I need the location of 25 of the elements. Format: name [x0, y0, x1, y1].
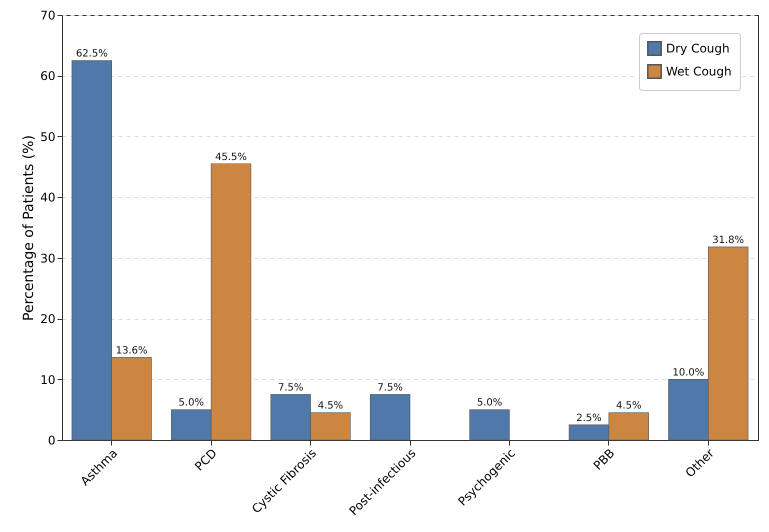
- data-label: 62.5%: [76, 48, 108, 60]
- data-label: 31.8%: [712, 234, 744, 246]
- data-label: 10.0%: [672, 367, 704, 378]
- data-label: 5.0%: [178, 398, 204, 409]
- y-tick-label: 20: [40, 312, 56, 326]
- legend-label: Dry Cough: [666, 42, 730, 56]
- data-label: 45.5%: [215, 152, 247, 163]
- y-tick-label: 60: [40, 69, 56, 84]
- y-tick-label: 30: [40, 251, 56, 266]
- y-tick-label: 0: [48, 434, 56, 448]
- y-axis-title: Percentage of Patients (%): [21, 135, 38, 321]
- bar: [469, 409, 510, 440]
- y-tick-label: 70: [40, 8, 56, 22]
- data-label: 4.5%: [616, 400, 642, 412]
- data-label: 4.5%: [318, 400, 344, 412]
- bar: [370, 394, 410, 440]
- data-label: 5.0%: [476, 398, 502, 409]
- y-tick-label: 50: [40, 130, 56, 144]
- legend-label: Wet Cough: [666, 64, 732, 78]
- data-label: 2.5%: [576, 412, 602, 424]
- data-label: 13.6%: [116, 345, 148, 356]
- data-label: 7.5%: [377, 382, 403, 394]
- y-tick-label: 10: [40, 372, 56, 387]
- data-label: 7.5%: [278, 382, 304, 394]
- y-tick-label: 40: [40, 190, 56, 205]
